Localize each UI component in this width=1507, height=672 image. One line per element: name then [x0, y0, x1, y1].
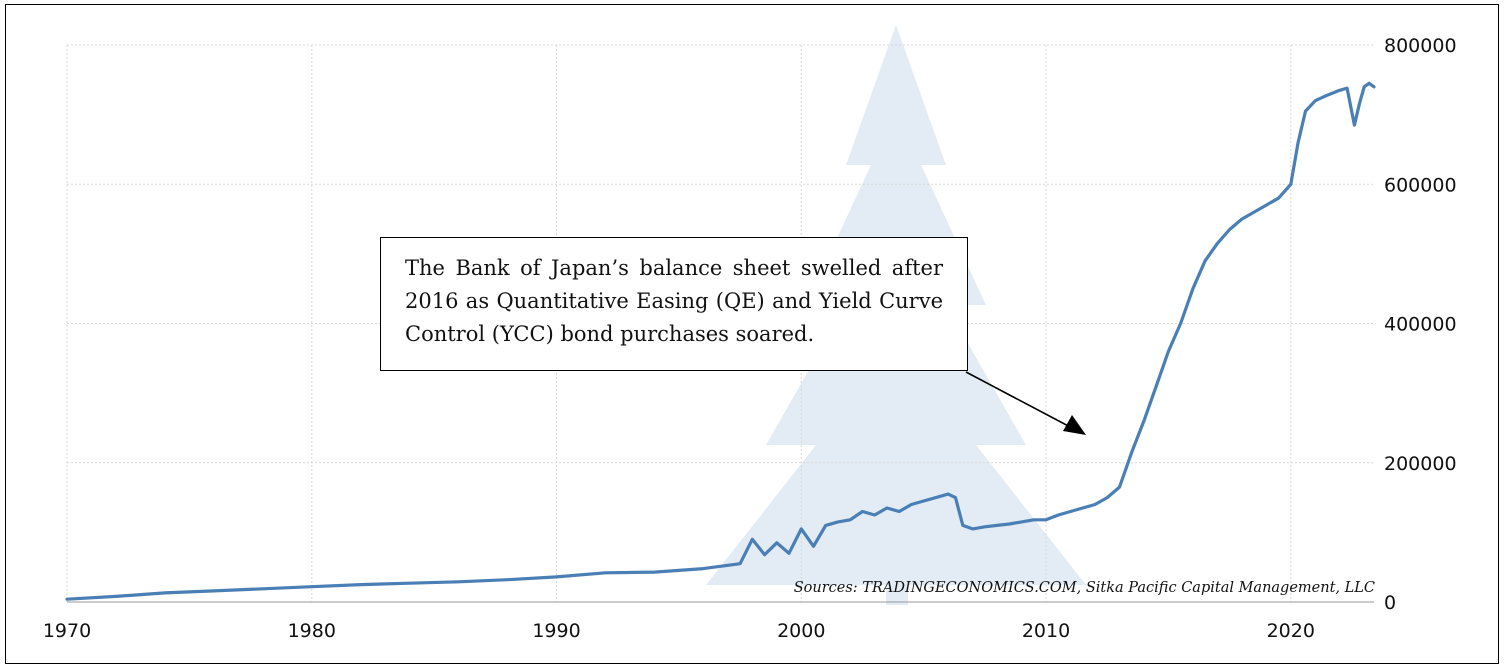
y-axis-ticks: 0 200000 400000 600000 800000 — [1384, 35, 1457, 614]
y-tick-label: 200000 — [1384, 453, 1457, 475]
x-tick-label: 1970 — [43, 620, 91, 642]
annotation-box: The Bank of Japan’s balance sheet swelle… — [380, 237, 968, 371]
callout-arrow — [965, 371, 1086, 435]
x-axis-ticks: 1970 1980 1990 2000 2010 2020 — [43, 620, 1315, 642]
x-tick-label: 2020 — [1267, 620, 1315, 642]
y-tick-label: 0 — [1384, 592, 1396, 614]
x-tick-label: 1980 — [288, 620, 336, 642]
grid-lines — [66, 44, 1374, 603]
source-note: Sources: TRADINGECONOMICS.COM, Sitka Pac… — [793, 580, 1375, 596]
x-tick-label: 1990 — [532, 620, 580, 642]
series-line — [65, 81, 1376, 601]
y-tick-label: 800000 — [1384, 35, 1457, 57]
tree-watermark-trunk — [886, 565, 908, 605]
y-tick-label: 600000 — [1384, 174, 1457, 196]
series-line-0 — [65, 81, 1376, 601]
y-tick-label: 400000 — [1384, 314, 1457, 336]
x-tick-label: 2010 — [1022, 620, 1070, 642]
x-tick-label: 2000 — [777, 620, 825, 642]
